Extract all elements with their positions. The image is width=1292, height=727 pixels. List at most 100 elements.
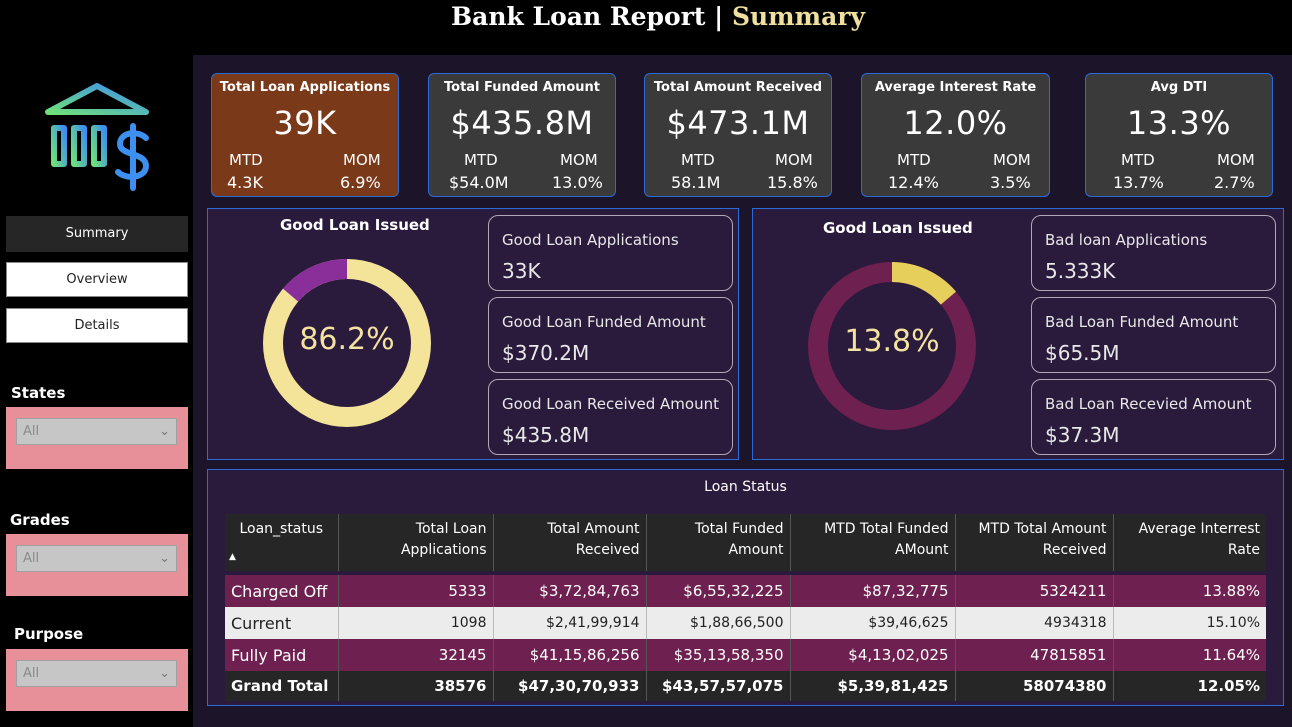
- filter-purpose: All ⌄: [6, 649, 188, 711]
- kpi-mtd-label: MTD: [1121, 151, 1155, 169]
- card-title: Bad Loan Recevied Amount: [1045, 395, 1252, 413]
- good-loan-funded-card: Good Loan Funded Amount $370.2M: [488, 297, 733, 373]
- kpi-total-amount-received: Total Amount Received $473.1M MTD MOM 58…: [644, 73, 832, 197]
- chevron-down-icon: ⌄: [159, 666, 170, 681]
- table-row-fully-paid[interactable]: Fully Paid 32145 $41,15,86,256 $35,13,58…: [225, 639, 1266, 671]
- kpi-mtd-value: 13.7%: [1113, 173, 1164, 192]
- good-loan-panel: Good Loan Issued 86.2% Good Loan Applica…: [207, 208, 739, 460]
- sort-ascending-icon[interactable]: ▲: [229, 552, 236, 562]
- header-line: Amount: [728, 542, 784, 558]
- column-header-total-applications[interactable]: Total Loan Applications: [338, 514, 494, 571]
- page-title-main: Bank Loan Report |: [451, 2, 732, 31]
- kpi-value: 13.3%: [1126, 104, 1232, 142]
- kpi-mtd-value: 58.1M: [671, 173, 721, 192]
- good-loan-received-card: Good Loan Received Amount $435.8M: [488, 379, 733, 455]
- card-title: Good Loan Received Amount: [502, 395, 719, 413]
- table-cell: Fully Paid: [225, 639, 339, 671]
- table-cell: Current: [225, 607, 339, 639]
- grades-select[interactable]: All ⌄: [16, 545, 177, 572]
- bad-loan-title: Good Loan Issued: [823, 219, 973, 237]
- bad-loan-funded-card: Bad Loan Funded Amount $65.5M: [1031, 297, 1276, 373]
- table-cell: 47815851: [955, 639, 1114, 671]
- kpi-total-loan-applications: Total Loan Applications 39K MTD MOM 4.3K…: [211, 73, 399, 197]
- kpi-mom-label: MOM: [560, 151, 598, 169]
- kpi-mom-label: MOM: [775, 151, 813, 169]
- filter-label-purpose: Purpose: [14, 625, 84, 643]
- kpi-mom-label: MOM: [343, 151, 381, 169]
- kpi-value: $473.1M: [666, 104, 810, 142]
- table-cell: 38576: [338, 671, 494, 701]
- nav-details-button[interactable]: Details: [6, 308, 188, 343]
- card-value: $370.2M: [502, 341, 590, 365]
- page-title: Bank Loan Report | Summary: [0, 2, 1292, 31]
- table-cell: 32145: [338, 639, 494, 671]
- kpi-mtd-value: 4.3K: [227, 173, 263, 192]
- table-cell: $47,30,70,933: [493, 671, 647, 701]
- loan-status-panel: Loan Status Loan_status ▲ Total Loan Appli…: [207, 469, 1284, 706]
- table-cell: $3,72,84,763: [493, 575, 647, 607]
- bad-loan-received-card: Bad Loan Recevied Amount $37.3M: [1031, 379, 1276, 455]
- table-header-row: Loan_status ▲ Total Loan Applications Tota…: [225, 514, 1266, 571]
- header-line: MTD Total Amount: [978, 521, 1107, 537]
- bad-loan-slice: [808, 262, 976, 430]
- column-header-mtd-received[interactable]: MTD Total Amount Received: [955, 514, 1114, 571]
- kpi-mtd-label: MTD: [464, 151, 498, 169]
- table-cell: $41,15,86,256: [493, 639, 647, 671]
- kpi-value: 39K: [273, 104, 337, 142]
- states-select-value: All: [23, 424, 40, 439]
- table-cell: 58074380: [955, 671, 1114, 701]
- header-line: Rate: [1227, 542, 1260, 558]
- grades-select-value: All: [23, 551, 40, 566]
- good-loan-donut: [263, 259, 431, 427]
- header-line: Total Loan: [415, 521, 487, 537]
- table-cell: 11.64%: [1113, 639, 1266, 671]
- nav-overview-button[interactable]: Overview: [6, 262, 188, 297]
- card-value: $65.5M: [1045, 341, 1120, 365]
- table-cell: 5324211: [955, 575, 1114, 607]
- header-line: MTD Total Funded: [824, 521, 949, 537]
- kpi-mtd-label: MTD: [681, 151, 715, 169]
- table-cell: Grand Total: [225, 671, 339, 701]
- filter-label-grades: Grades: [10, 511, 70, 529]
- column-header-avg-rate[interactable]: Average Interrest Rate: [1113, 514, 1266, 571]
- kpi-mtd-label: MTD: [897, 151, 931, 169]
- table-row-grand-total: Grand Total 38576 $47,30,70,933 $43,57,5…: [225, 671, 1266, 701]
- kpi-mtd-value: $54.0M: [449, 173, 509, 192]
- card-title: Good Loan Applications: [502, 231, 679, 249]
- column-header-loan-status[interactable]: Loan_status ▲: [225, 514, 339, 571]
- header-line: Total Funded: [694, 521, 784, 537]
- kpi-title: Total Amount Received: [653, 80, 823, 95]
- kpi-value: 12.0%: [903, 104, 1008, 142]
- table-cell: $39,46,625: [790, 607, 956, 639]
- kpi-title: Total Loan Applications: [219, 80, 391, 95]
- card-value: 33K: [502, 259, 541, 283]
- bank-dollar-icon: [45, 83, 150, 191]
- column-header-total-received[interactable]: Total Amount Received: [493, 514, 647, 571]
- purpose-select[interactable]: All ⌄: [16, 660, 177, 687]
- column-header-total-funded[interactable]: Total Funded Amount: [646, 514, 791, 571]
- nav-summary-button[interactable]: Summary: [6, 216, 188, 252]
- kpi-mom-label: MOM: [993, 151, 1031, 169]
- header-line: Total Amount: [547, 521, 640, 537]
- good-loan-applications-card: Good Loan Applications 33K: [488, 215, 733, 291]
- card-value: $37.3M: [1045, 423, 1120, 447]
- purpose-select-value: All: [23, 666, 40, 681]
- card-title: Good Loan Funded Amount: [502, 313, 706, 331]
- table-cell: 13.88%: [1113, 575, 1266, 607]
- kpi-mom-value: 3.5%: [990, 173, 1031, 192]
- table-cell: $6,55,32,225: [646, 575, 791, 607]
- table-cell: $35,13,58,350: [646, 639, 791, 671]
- table-row-current[interactable]: Current 1098 $2,41,99,914 $1,88,66,500 $…: [225, 607, 1266, 639]
- table-cell: 4934318: [955, 607, 1114, 639]
- header-line: Loan_status: [239, 521, 324, 537]
- states-select[interactable]: All ⌄: [16, 418, 177, 445]
- kpi-mom-value: 2.7%: [1214, 173, 1255, 192]
- column-header-mtd-funded[interactable]: MTD Total Funded AMount: [790, 514, 956, 571]
- kpi-title: Total Funded Amount: [444, 80, 600, 95]
- kpi-avg-dti: Avg DTI 13.3% MTD MOM 13.7% 2.7%: [1085, 73, 1273, 197]
- table-row-charged-off[interactable]: Charged Off 5333 $3,72,84,763 $6,55,32,2…: [225, 575, 1266, 607]
- kpi-mom-value: 13.0%: [552, 173, 603, 192]
- table-cell: 5333: [338, 575, 494, 607]
- kpi-total-funded-amount: Total Funded Amount $435.8M MTD MOM $54.…: [428, 73, 616, 197]
- header-line: Received: [575, 542, 640, 558]
